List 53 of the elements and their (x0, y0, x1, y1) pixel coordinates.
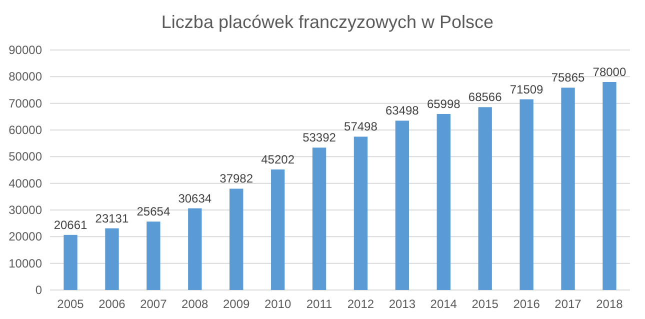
bar (520, 99, 534, 290)
x-tick-label: 2007 (140, 297, 168, 311)
data-label: 53392 (302, 130, 336, 145)
x-tick-label: 2018 (596, 297, 624, 311)
bar (354, 136, 368, 290)
x-tick-label: 2016 (513, 297, 540, 311)
bar (230, 188, 244, 290)
x-tick-label: 2012 (347, 297, 374, 311)
y-tick-label: 90000 (8, 43, 42, 57)
bar (561, 88, 575, 290)
data-label: 23131 (95, 211, 129, 226)
data-label: 75865 (551, 70, 586, 85)
data-label: 65998 (426, 97, 461, 112)
data-label: 78000 (592, 65, 626, 79)
data-label: 37982 (220, 172, 254, 186)
data-label: 30634 (178, 191, 212, 206)
y-tick-label: 10000 (8, 256, 42, 270)
y-tick-label: 70000 (8, 96, 42, 110)
bar (64, 234, 78, 290)
bar (395, 120, 410, 290)
bar (478, 107, 492, 290)
x-tick-label: 2017 (554, 297, 582, 311)
bar (146, 222, 160, 290)
data-label: 45202 (261, 152, 295, 166)
x-tick-label: 2009 (223, 297, 250, 311)
x-tick-label: 2013 (388, 297, 416, 311)
data-label: 20661 (54, 218, 88, 232)
x-tick-label: 2011 (306, 297, 332, 311)
x-tick-label: 2008 (182, 297, 209, 311)
data-label: 63498 (386, 104, 420, 118)
data-label: 57498 (344, 120, 378, 134)
chart-title: Liczba placówek franczyzowych w Polsce (161, 12, 494, 32)
y-tick-label: 80000 (8, 70, 42, 84)
y-tick-label: 40000 (8, 176, 42, 190)
y-tick-label: 20000 (8, 230, 42, 244)
data-label: 68566 (468, 90, 502, 104)
y-tick-label: 30000 (8, 203, 42, 217)
x-tick-label: 2010 (264, 297, 292, 311)
y-tick-label: 60000 (8, 123, 42, 137)
y-tick-label: 50000 (8, 150, 42, 164)
bar (188, 208, 202, 290)
bar (312, 148, 326, 290)
x-tick-label: 2015 (472, 297, 499, 311)
y-tick-label: 0 (35, 283, 42, 297)
x-tick-label: 2005 (57, 297, 84, 311)
bar (105, 228, 119, 290)
data-label: 71509 (510, 82, 544, 96)
x-tick-label: 2014 (430, 297, 458, 311)
bar (602, 82, 616, 290)
bar (436, 114, 450, 290)
bar (270, 169, 285, 290)
x-tick-label: 2006 (98, 297, 126, 311)
data-label: 25654 (136, 204, 170, 219)
